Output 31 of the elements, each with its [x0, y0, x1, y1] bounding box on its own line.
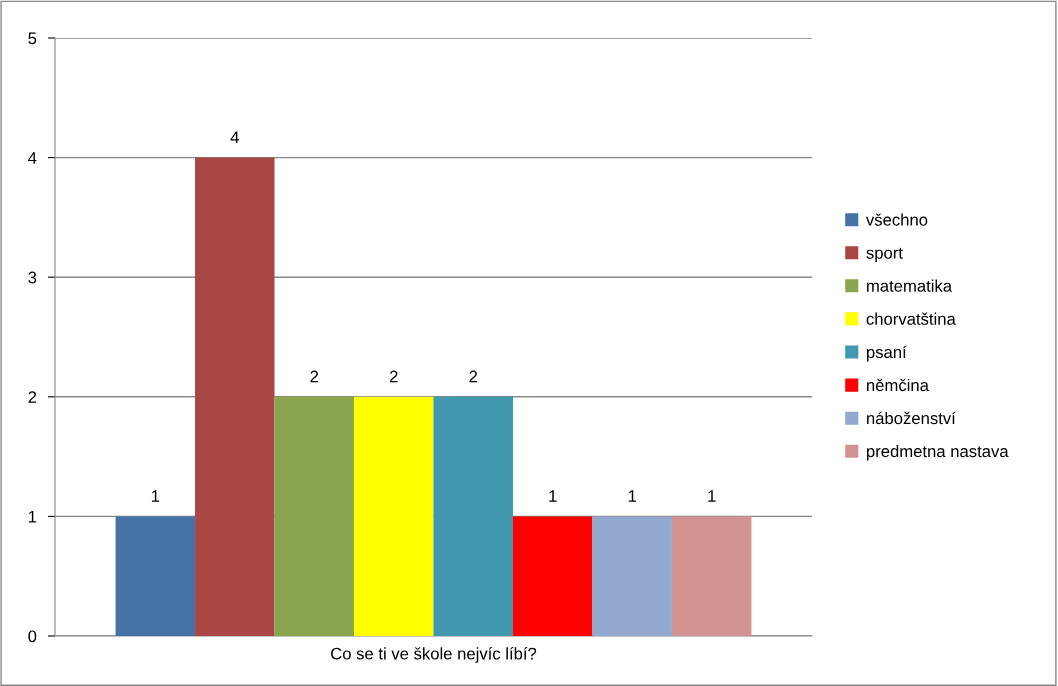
data-label: 1	[151, 490, 160, 502]
data-label: 2	[389, 370, 398, 383]
data-label: 1	[549, 490, 557, 502]
bar	[354, 396, 434, 636]
legend-label: predmetna nastava	[867, 444, 1009, 461]
legend-label: všechno	[865, 213, 928, 226]
y-tick-label: 1	[28, 510, 37, 523]
bar	[592, 516, 672, 636]
bar	[433, 396, 513, 636]
data-label: 4	[230, 131, 239, 144]
y-tick-label: 3	[28, 271, 37, 284]
bar	[115, 516, 196, 636]
legend-label: náboženství	[867, 411, 956, 425]
data-label: 2	[310, 370, 319, 383]
y-tick-label: 4	[28, 152, 37, 164]
data-label: 1	[708, 490, 716, 502]
legend-label: psaní	[867, 345, 907, 362]
y-tick-label: 0	[28, 630, 37, 643]
y-tick-label: 2	[28, 391, 37, 403]
bar	[195, 157, 275, 636]
bar	[512, 516, 593, 636]
data-label: 2	[469, 370, 478, 383]
legend-label: chorvatština	[866, 312, 956, 325]
y-tick-label: 5	[28, 32, 37, 45]
x-tick-label: Co se ti ve škole nejvíc líbí?	[331, 647, 537, 663]
legend-label: matematika	[867, 279, 953, 292]
data-label: 1	[628, 490, 637, 502]
bar	[671, 516, 752, 636]
legend-label: sport	[866, 247, 903, 263]
legend-label: němčina	[867, 378, 929, 392]
bar	[274, 396, 355, 636]
